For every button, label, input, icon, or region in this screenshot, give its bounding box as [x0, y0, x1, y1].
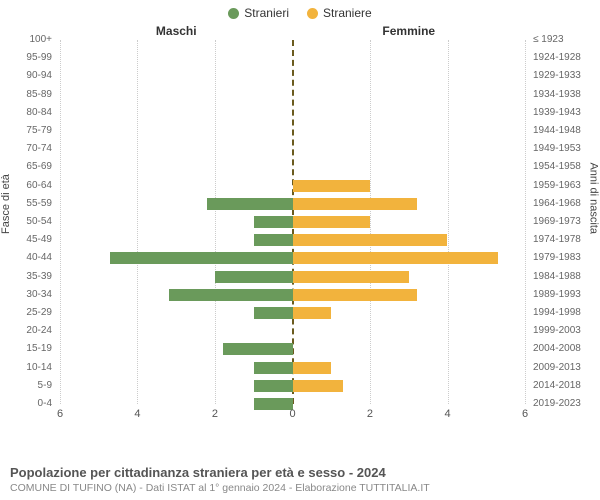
footer: Popolazione per cittadinanza straniera p…	[10, 465, 590, 494]
plot	[60, 40, 525, 404]
bar-male	[169, 289, 293, 301]
bar-female	[293, 271, 409, 283]
gridline	[370, 40, 371, 404]
bar-female	[293, 380, 343, 392]
bar-male	[215, 271, 292, 283]
bar-male	[207, 198, 292, 210]
bar-male	[254, 362, 293, 374]
gridline	[448, 40, 449, 404]
legend-label-female: Straniere	[323, 6, 372, 20]
legend: Stranieri Straniere	[0, 0, 600, 20]
bar-female	[293, 289, 417, 301]
bar-male	[254, 380, 293, 392]
bar-female	[293, 362, 332, 374]
bar-male	[110, 252, 292, 264]
x-tick-label: 0	[289, 408, 295, 420]
bar-male	[254, 216, 293, 228]
x-tick-label: 4	[134, 408, 140, 420]
bar-male	[223, 343, 293, 355]
gridline	[137, 40, 138, 404]
chart-subtitle: COMUNE DI TUFINO (NA) - Dati ISTAT al 1°…	[10, 482, 590, 494]
chart-title: Popolazione per cittadinanza straniera p…	[10, 465, 590, 480]
plot-area: Fasce di età Anni di nascita 100+95-9990…	[0, 40, 600, 428]
x-tick-label: 2	[212, 408, 218, 420]
legend-item-male: Stranieri	[228, 6, 289, 20]
legend-label-male: Stranieri	[244, 6, 289, 20]
column-titles: Maschi Femmine	[0, 24, 600, 38]
bar-male	[254, 234, 293, 246]
legend-item-female: Straniere	[307, 6, 372, 20]
bar-female	[293, 180, 370, 192]
x-tick-label: 4	[444, 408, 450, 420]
x-tick-label: 6	[522, 408, 528, 420]
bar-female	[293, 307, 332, 319]
legend-swatch-female	[307, 8, 318, 19]
gridline	[525, 40, 526, 404]
x-tick-label: 6	[57, 408, 63, 420]
bar-female	[293, 198, 417, 210]
bar-male	[254, 307, 293, 319]
x-axis-labels: 6 4 2 0 2 4 6	[60, 408, 525, 424]
bar-female	[293, 234, 448, 246]
y-right-labels: ≤ 19231924-19281929-19331934-19381939-19…	[529, 40, 600, 404]
y-left-labels: 100+95-9990-9485-8980-8475-7970-7465-696…	[0, 40, 56, 404]
gridline	[60, 40, 61, 404]
x-tick-label: 2	[367, 408, 373, 420]
bar-female	[293, 216, 370, 228]
legend-swatch-male	[228, 8, 239, 19]
bar-female	[293, 252, 498, 264]
gridline	[215, 40, 216, 404]
